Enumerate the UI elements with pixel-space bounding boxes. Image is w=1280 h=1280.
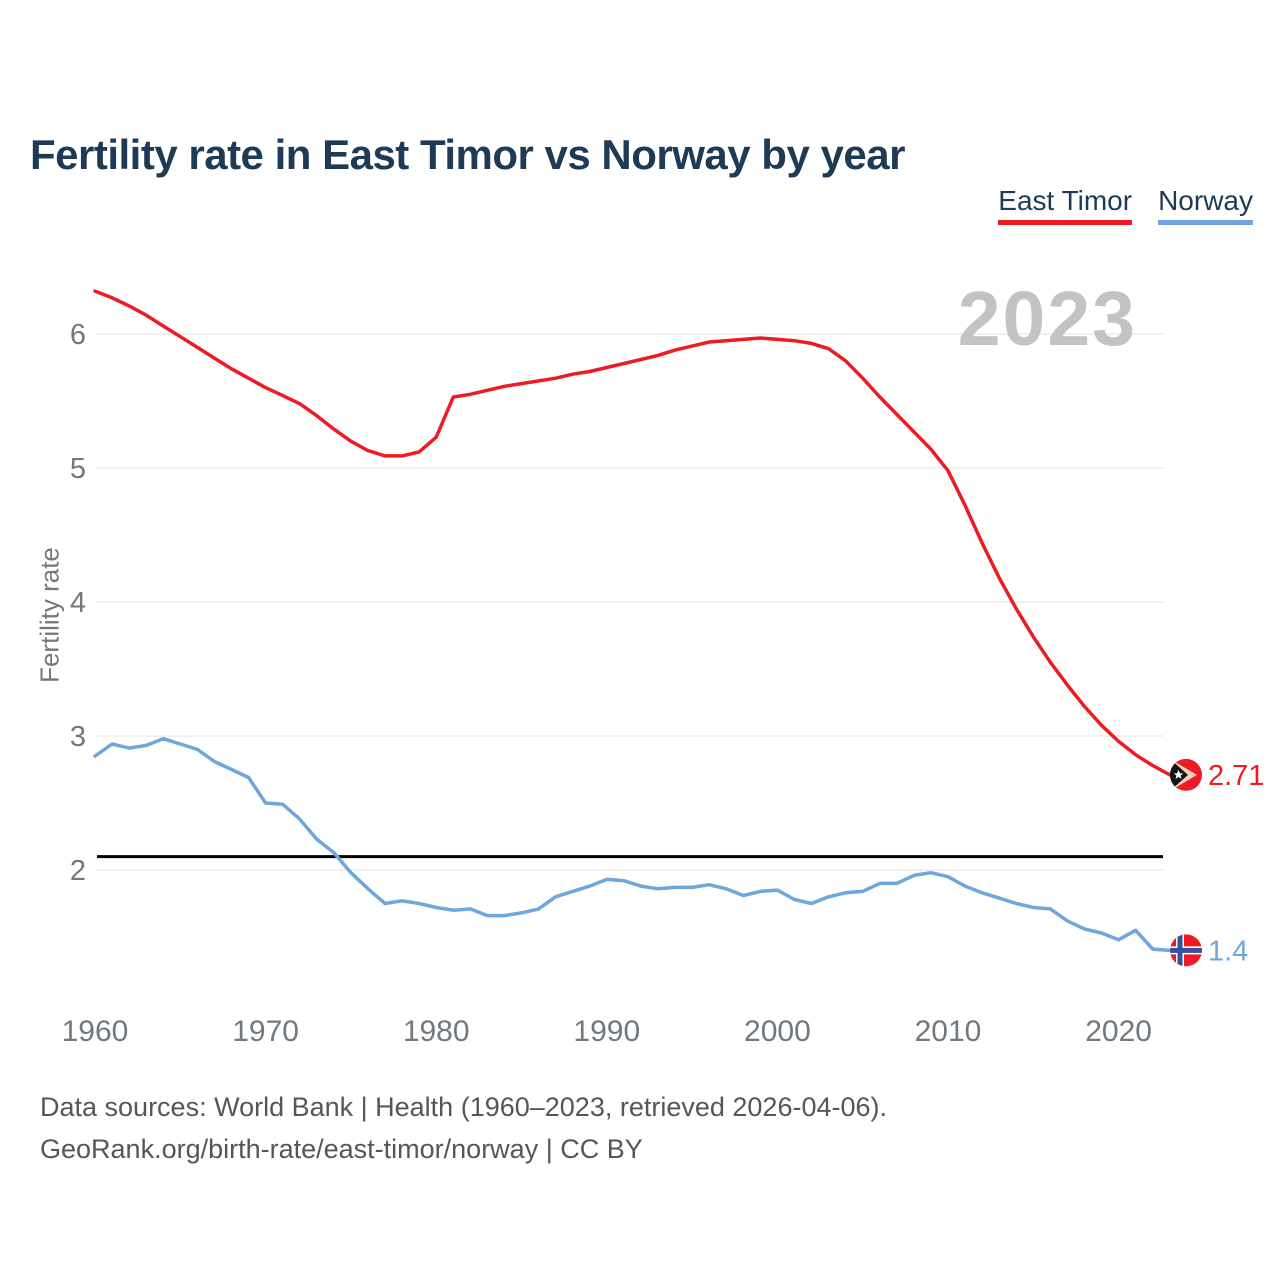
x-tick-label: 2020: [1085, 1015, 1152, 1048]
footer-attribution-line: GeoRank.org/birth-rate/east-timor/norway…: [40, 1134, 643, 1164]
x-tick-label: 2010: [915, 1015, 982, 1048]
x-tick-label: 1970: [232, 1015, 299, 1048]
page-title: Fertility rate in East Timor vs Norway b…: [30, 131, 905, 179]
x-tick-label: 1960: [62, 1015, 129, 1048]
end-label-east-timor: 2.71: [1208, 760, 1264, 792]
y-tick-label: 3: [70, 721, 86, 753]
axis-tick-labels: 2 3 4 5 6 1960 1970 1980 1990 2000 2010 2020: [62, 319, 1152, 1048]
y-tick-label: 6: [70, 319, 86, 351]
end-value-labels: 2.71 1.4: [1208, 760, 1264, 968]
footer: Data sources: World Bank | Health (1960–…: [40, 1086, 887, 1170]
footer-sources-line: Data sources: World Bank | Health (1960–…: [40, 1092, 887, 1122]
y-tick-label: 4: [70, 587, 86, 619]
series-line-east-timor: [93, 289, 1172, 777]
gridlines: [97, 333, 1163, 871]
y-tick-label: 2: [70, 855, 86, 887]
end-label-norway: 1.4: [1208, 935, 1248, 967]
y-tick-label: 5: [70, 453, 86, 485]
x-tick-label: 2000: [744, 1015, 811, 1048]
series-line-norway: [93, 736, 1172, 953]
legend-item-norway[interactable]: Norway: [1158, 185, 1253, 225]
legend-item-east-timor[interactable]: East Timor: [998, 185, 1133, 225]
east-timor-flag-icon: [1170, 758, 1202, 791]
x-tick-label: 1990: [573, 1015, 640, 1048]
flag-markers: [1170, 758, 1202, 967]
norway-flag-icon: [1170, 934, 1202, 967]
series-lines: [93, 289, 1172, 953]
x-tick-label: 1980: [403, 1015, 470, 1048]
watermark-year: 2023: [958, 276, 1137, 362]
legend: East Timor Norway: [998, 185, 1253, 225]
